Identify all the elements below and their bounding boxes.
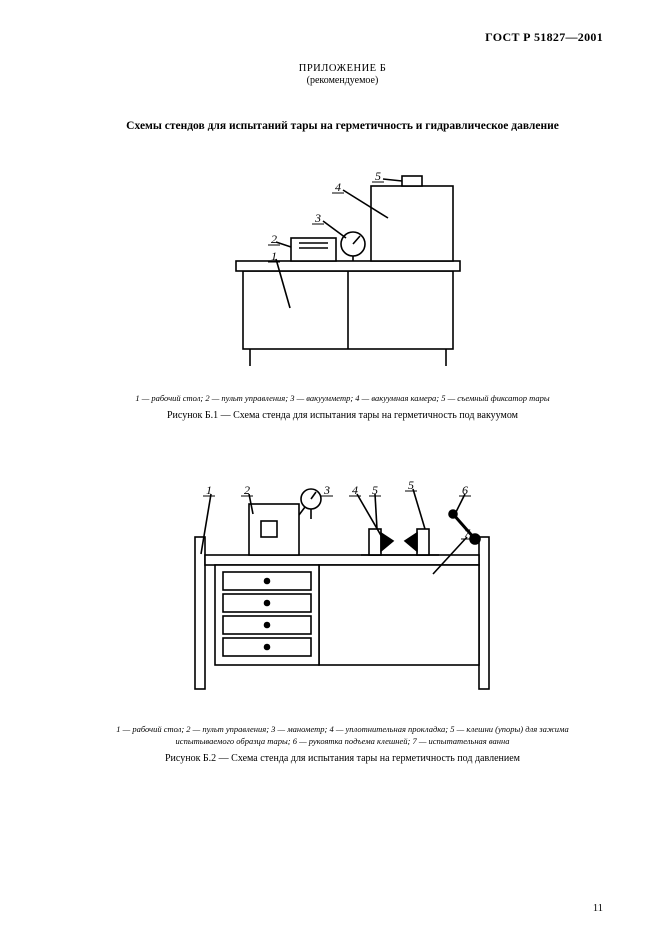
fig1-label-2: 2 — [271, 232, 277, 246]
figure-b1-svg: 1 2 3 4 5 — [178, 158, 508, 378]
fig2-label-4: 4 — [352, 483, 358, 497]
figure-b2-svg: 1 2 3 4 5 5 6 7 — [153, 459, 533, 709]
appendix-subtitle: (рекомендуемое) — [82, 75, 603, 86]
figure-b1: 1 2 3 4 5 — [82, 158, 603, 383]
fig2-label-2: 2 — [244, 483, 250, 497]
figure-b2-legend: 1 — рабочий стол; 2 — пульт управления; … — [82, 724, 603, 747]
fig2-label-1: 1 — [206, 483, 212, 497]
fig2-label-7: 7 — [464, 526, 471, 540]
figure-b1-legend: 1 — рабочий стол; 2 — пульт управления; … — [82, 393, 603, 404]
figure-b2-caption: Рисунок Б.2 — Схема стенда для испытания… — [82, 753, 603, 764]
fig2-label-6: 6 — [462, 483, 468, 497]
page-number: 11 — [593, 903, 603, 914]
document-id: ГОСТ Р 51827—2001 — [82, 30, 603, 45]
appendix-title: ПРИЛОЖЕНИЕ Б — [82, 63, 603, 74]
fig1-label-4: 4 — [335, 180, 341, 194]
fig1-label-3: 3 — [314, 211, 321, 225]
fig1-label-1: 1 — [271, 249, 277, 263]
figure-b2: 1 2 3 4 5 5 6 7 — [82, 459, 603, 714]
fig2-label-5a: 5 — [372, 483, 378, 497]
fig2-label-5b: 5 — [408, 478, 414, 492]
fig1-label-5: 5 — [375, 169, 381, 183]
section-title: Схемы стендов для испытаний тары на герм… — [82, 120, 603, 132]
fig2-label-3: 3 — [323, 483, 330, 497]
figure-b1-caption: Рисунок Б.1 — Схема стенда для испытания… — [82, 410, 603, 421]
